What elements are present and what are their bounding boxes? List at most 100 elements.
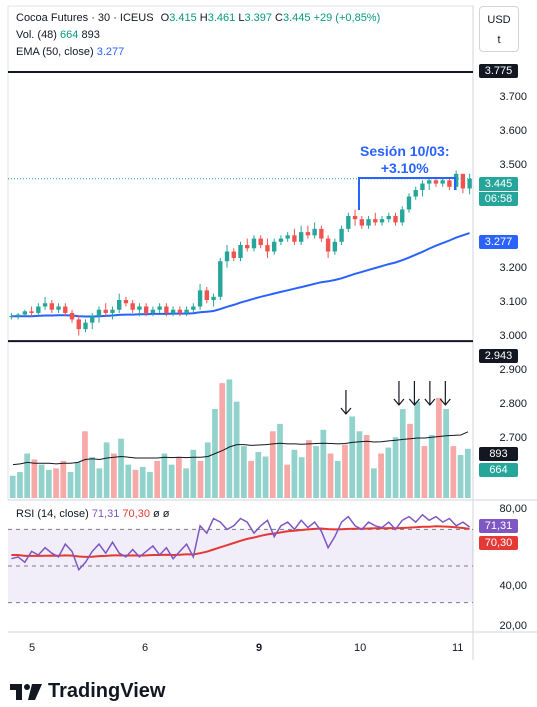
volume-bar xyxy=(298,457,305,498)
volume-bar xyxy=(378,453,384,498)
open-value: 3.415 xyxy=(169,12,197,24)
volume-bar xyxy=(31,459,38,498)
candle-body xyxy=(339,228,344,242)
candle-body xyxy=(218,261,223,297)
volume-bar xyxy=(204,442,211,498)
volume-bar xyxy=(103,442,110,498)
rsi-ma-tag: 70,30 xyxy=(479,536,518,550)
volume-bar xyxy=(436,397,442,498)
candle-body xyxy=(197,290,203,307)
volume-bar xyxy=(226,379,233,498)
volume-label: Vol. (48) xyxy=(16,29,57,41)
candle-body xyxy=(265,245,270,252)
candle-body xyxy=(83,322,88,330)
volume-bar xyxy=(183,468,189,498)
volume-bar xyxy=(110,453,117,498)
volume-bar xyxy=(233,401,240,498)
x-tick: 6 xyxy=(142,642,149,654)
close-value: 3.445 xyxy=(283,12,311,24)
candle-body xyxy=(258,238,263,246)
candle-body xyxy=(427,180,432,184)
volume-ma-value: 664 xyxy=(60,29,79,41)
rsi-value-tag: 71,31 xyxy=(479,519,518,533)
candle-body xyxy=(251,238,257,249)
price-tick: 3.200 xyxy=(499,262,527,274)
volume-bar xyxy=(89,457,96,498)
arrow-marker xyxy=(439,398,451,406)
volume-bar xyxy=(45,469,52,498)
volume-bar xyxy=(219,383,226,498)
volume-bar xyxy=(17,472,23,498)
volume-bar xyxy=(53,468,59,498)
candle-body xyxy=(49,303,54,310)
volume-legend[interactable]: Vol. (48) 664 893 xyxy=(16,29,100,41)
tradingview-brand[interactable]: TradingView xyxy=(10,680,165,703)
arrow-marker xyxy=(424,398,436,406)
volume-bar xyxy=(363,435,370,498)
volume-bar xyxy=(450,446,457,498)
rsi-extra-1: ø xyxy=(153,508,160,520)
rsi-value: 71,31 xyxy=(91,508,120,520)
volume-ma-line xyxy=(12,431,469,466)
candle-body xyxy=(117,300,122,310)
currency-unit-button[interactable]: USD t xyxy=(479,6,519,52)
volume-bar xyxy=(371,468,377,498)
high-value: 3.461 xyxy=(207,12,236,24)
candle-body xyxy=(177,309,183,313)
price-tick: 3.600 xyxy=(499,125,527,137)
volume-bar xyxy=(147,472,153,498)
candle-body xyxy=(413,190,418,197)
candle-body xyxy=(204,290,209,301)
ema-legend[interactable]: EMA (50, close) 3.277 xyxy=(16,46,124,58)
price-tick: 3.700 xyxy=(499,91,527,103)
candle-body xyxy=(379,219,385,223)
candle-body xyxy=(137,306,142,310)
volume-bar xyxy=(342,444,348,498)
volume-bar xyxy=(291,449,298,498)
candle-body xyxy=(150,309,156,313)
close-label: C xyxy=(275,12,283,24)
annotation-line2: +3.10% xyxy=(380,160,429,176)
candle-body xyxy=(386,215,391,220)
unit-label: t xyxy=(497,34,501,46)
candle-body xyxy=(366,219,371,226)
candle-body xyxy=(184,309,189,313)
candle-body xyxy=(22,311,28,315)
rsi-extra-2: ø xyxy=(162,508,170,520)
candle-body xyxy=(157,306,162,310)
candle-body xyxy=(170,309,176,313)
volume-bar xyxy=(334,460,341,498)
symbol-name[interactable]: Cocoa Futures · 30 · ICEUS xyxy=(16,12,154,24)
bar-countdown-tag: 06:58 xyxy=(479,192,518,206)
volume-bar xyxy=(443,409,449,498)
volume-ma-tag: 893 xyxy=(479,447,518,461)
rsi-legend[interactable]: RSI (14, close) 71,31 70,30 ø ø xyxy=(16,508,170,520)
price-tick: 2.900 xyxy=(499,364,527,376)
candle-body xyxy=(359,219,364,226)
volume-bar xyxy=(125,464,132,498)
low-label: L xyxy=(238,12,245,24)
candle-body xyxy=(143,306,149,313)
candle-body xyxy=(325,238,331,252)
change-value: +29 (+0,85%) xyxy=(313,12,381,24)
support-price-tag: 2.943 xyxy=(479,349,518,363)
volume-bar xyxy=(414,401,421,498)
volume-bar xyxy=(255,452,262,498)
candle-body xyxy=(332,241,338,252)
ohlc-legend: Cocoa Futures · 30 · ICEUS O3.415 H3.461… xyxy=(16,12,380,24)
volume-bar xyxy=(154,460,161,498)
candle-body xyxy=(15,314,21,317)
rsi-line xyxy=(11,513,471,572)
candle-body xyxy=(447,180,452,187)
candle-body xyxy=(312,228,317,236)
candle-body xyxy=(406,196,412,210)
candle-body xyxy=(245,245,250,249)
candle-body xyxy=(460,173,466,189)
currency-label: USD xyxy=(487,14,511,26)
volume-bar xyxy=(399,409,406,498)
volume-bar xyxy=(74,462,81,498)
candle-body xyxy=(29,311,34,313)
volume-bar xyxy=(356,431,363,498)
volume-value: 893 xyxy=(81,29,100,41)
